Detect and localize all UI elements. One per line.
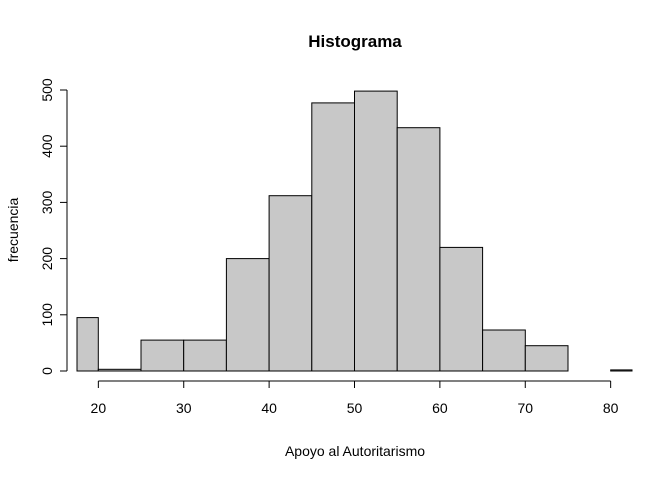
histogram-bar bbox=[439, 246, 484, 372]
histogram-bar bbox=[524, 345, 569, 372]
histogram-bar bbox=[482, 329, 526, 372]
y-axis: 0 100 200 300 400 500 bbox=[39, 78, 68, 375]
bars-group bbox=[76, 90, 633, 372]
y-axis-label: frecuencia bbox=[5, 197, 21, 262]
chart-title: Histograma bbox=[308, 32, 402, 51]
y-tick-label: 200 bbox=[39, 247, 55, 271]
x-tick-label: 40 bbox=[261, 400, 277, 416]
x-tick-label: 50 bbox=[347, 400, 363, 416]
x-tick-label: 80 bbox=[603, 400, 619, 416]
x-tick-label: 30 bbox=[176, 400, 192, 416]
y-tick-label: 500 bbox=[39, 78, 55, 102]
x-axis: 20 30 40 50 60 70 80 bbox=[91, 380, 619, 416]
y-tick-label: 400 bbox=[39, 134, 55, 158]
histogram-bar bbox=[76, 317, 99, 372]
histogram-bar bbox=[610, 369, 633, 372]
histogram-bar bbox=[311, 102, 355, 372]
x-tick-label: 70 bbox=[517, 400, 533, 416]
histogram-bar bbox=[354, 90, 398, 372]
y-tick-label: 300 bbox=[39, 191, 55, 215]
histogram-bar bbox=[140, 339, 185, 372]
histogram-bar bbox=[396, 127, 441, 372]
histogram-bar bbox=[268, 195, 313, 372]
histogram-bar bbox=[183, 339, 227, 372]
histogram-bar bbox=[97, 368, 142, 372]
y-tick-label: 0 bbox=[39, 367, 55, 375]
x-axis-label: Apoyo al Autoritarismo bbox=[285, 443, 425, 459]
x-tick-label: 60 bbox=[432, 400, 448, 416]
x-tick-label: 20 bbox=[91, 400, 107, 416]
histogram-bar bbox=[225, 258, 270, 372]
y-tick-label: 100 bbox=[39, 303, 55, 327]
